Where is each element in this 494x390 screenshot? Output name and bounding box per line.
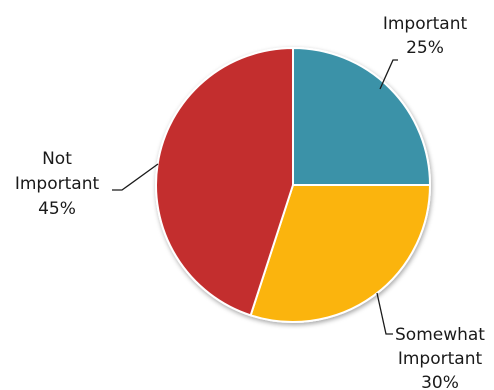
leader-line-not-important: [112, 163, 159, 191]
label-not-line1: Not: [42, 149, 72, 169]
label-important-name: Important: [383, 14, 468, 34]
label-somewhat-value: 30%: [421, 373, 459, 390]
pie-slice-somewhat-important: [249, 184, 432, 323]
label-important-value: 25%: [406, 38, 444, 58]
leader-line-important: [379, 59, 398, 90]
label-somewhat-line1: Somewhat: [395, 325, 485, 345]
label-somewhat-line2: Important: [398, 349, 483, 369]
pie-slice-not-important: [155, 46, 294, 317]
pie-slice-important: [292, 46, 432, 186]
label-not-line2: Important: [15, 174, 100, 194]
pie-slices: [155, 46, 432, 323]
leader-line-somewhat-important: [376, 292, 393, 335]
label-not-value: 45%: [38, 199, 76, 219]
